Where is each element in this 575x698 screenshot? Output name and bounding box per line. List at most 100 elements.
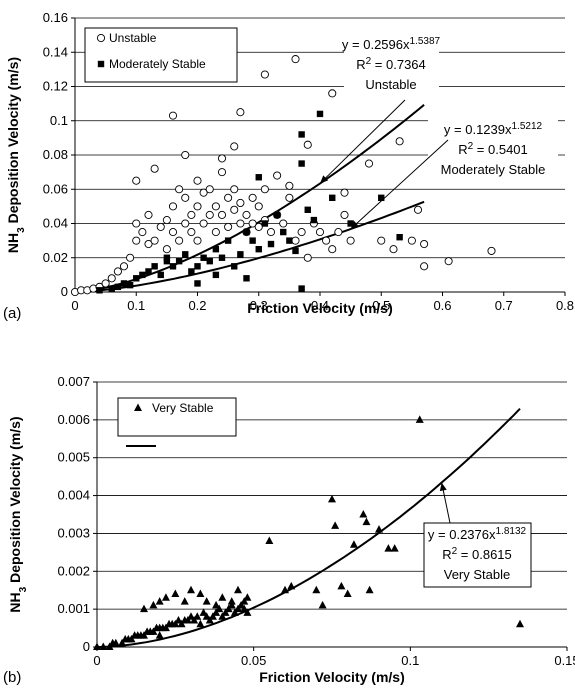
data-point-unstable [199,219,208,228]
y-tick-label: 0.08 [43,147,68,162]
equation-text: y = 0.1239x [444,122,512,137]
r2-superscript: 2 [468,141,474,152]
x-tick-label: 0.05 [241,653,266,668]
data-point-unstable [205,185,214,194]
data-point-unstable [107,274,116,283]
data-point-moderately-stable [194,280,201,287]
data-point-very-stable [218,593,227,601]
x-tick-label: 0.7 [495,298,513,313]
data-point-unstable [211,228,220,237]
legend-entry: Very Stable [152,401,214,415]
data-point-moderately-stable [151,263,158,270]
y-axis-label-part: Deposition Velocity (m/s) [5,57,21,227]
y-tick-label: 0.004 [57,488,90,503]
y-tick-label: 0 [61,284,68,299]
data-point-unstable [132,236,141,245]
data-point-very-stable [312,585,321,594]
data-point-unstable [193,176,202,185]
data-point-unstable [420,262,429,271]
data-point-very-stable [328,494,336,503]
x-tick-label: 0.4 [311,298,329,313]
data-point-unstable [193,236,202,245]
x-tick-label: 0.3 [250,298,268,313]
chart-a: 0 0.02 0.04 0.06 0.08 0.1 0.12 0.14 0.16 0 0.1 0.2 0… [3,10,574,322]
data-point-moderately-stable [182,251,189,258]
legend-entry: Moderately Stable [109,57,206,71]
r2-value: = 0.8615 [457,547,512,562]
x-tick-label: 0 [71,298,78,313]
data-point-very-stable [190,616,199,624]
data-point-moderately-stable [347,220,354,227]
data-point-unstable [291,236,300,245]
data-point-unstable [113,267,122,276]
data-point-moderately-stable [267,240,275,248]
data-point-unstable [162,216,171,225]
data-point-unstable [193,202,202,211]
data-point-unstable [236,108,245,117]
data-point-unstable [377,236,386,245]
data-point-very-stable [218,612,227,620]
data-point-unstable [285,193,294,202]
data-point-moderately-stable [163,254,171,261]
legend-entry: Unstable [109,31,157,45]
data-point-moderately-stable [145,268,152,275]
data-point-very-stable [193,612,202,620]
data-point-unstable [273,171,282,180]
y-axis-label-part: Deposition Velocity (m/s) [7,416,23,586]
data-point-very-stable [234,585,242,594]
annotation-box [344,33,439,100]
data-point-unstable [322,236,331,245]
data-point-unstable [132,176,141,185]
data-point-very-stable [343,589,352,597]
data-point-unstable [315,228,325,237]
data-point-moderately-stable [139,271,146,279]
data-point-moderately-stable [261,220,269,227]
data-point-very-stable [99,642,108,650]
data-point-unstable [138,228,147,237]
data-point-moderately-stable [133,275,140,282]
data-point-unstable [303,253,312,262]
data-point-unstable [168,111,178,120]
legend-box [117,397,237,437]
data-point-very-stable [93,642,101,650]
data-point-very-stable [196,619,205,628]
r2-text: R [356,57,365,72]
x-tick-label: 0.2 [188,298,206,313]
x-tick-label: 0.6 [433,298,451,313]
data-point-moderately-stable [126,281,134,289]
data-point-very-stable [187,585,195,594]
data-point-unstable [150,236,159,245]
legend-marker-triangle [134,403,142,411]
data-point-very-stable [516,619,524,628]
x-axis-label: Friction Velocity (m/s) [259,669,404,685]
r2-superscript: 2 [366,56,372,67]
y-tick-label: 0.001 [57,601,90,616]
data-point-very-stable [227,597,236,605]
panel-label: (a) [3,305,21,322]
annotation-equation: y = 0.1239x1.5212 [444,121,543,138]
data-point-unstable [346,236,355,245]
y-tick-label: 0.16 [43,10,68,25]
data-point-unstable [266,228,276,237]
data-point-very-stable [149,627,158,635]
y-tick-label: 0.002 [57,563,90,578]
legend-box [84,27,238,83]
data-point-moderately-stable [298,160,305,167]
data-point-unstable [328,245,337,254]
y-axis-label: NH3 Deposition Velocity (m/s) [5,57,27,253]
data-point-moderately-stable [396,234,403,241]
data-point-unstable [150,164,159,173]
data-point-unstable [126,253,135,262]
annotation-arrowhead [320,175,329,184]
data-point-very-stable [230,608,239,616]
data-point-very-stable [140,631,148,639]
data-point-moderately-stable [298,285,305,292]
annotation-r2: R2 = 0.7364 [356,56,426,73]
data-point-unstable [217,210,227,219]
trendline-annotation: y = 0.1239x1.5212 R2 = 0.5401 Moderately S… [350,118,558,230]
data-point-unstable [260,70,269,79]
data-point-very-stable [234,604,242,613]
annotation-box [428,118,558,178]
data-point-unstable [279,219,288,228]
